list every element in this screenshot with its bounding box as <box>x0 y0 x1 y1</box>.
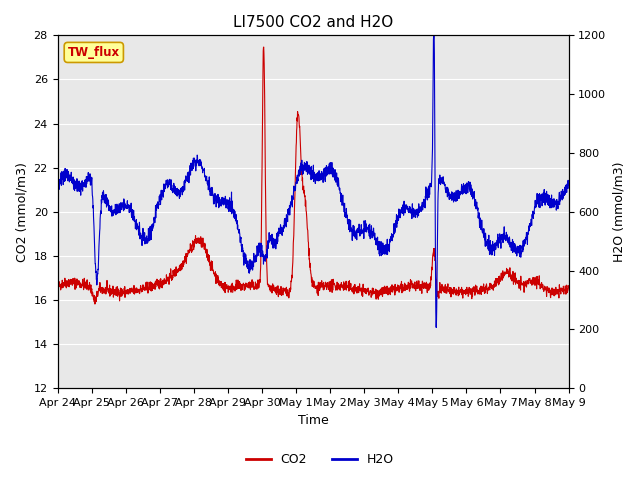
CO2 <box>564 285 572 290</box>
Line: CO2: CO2 <box>58 47 568 304</box>
CO2 <box>534 277 542 283</box>
H2O <box>520 243 528 249</box>
CO2 <box>339 286 347 291</box>
CO2 <box>520 280 528 286</box>
H2O <box>328 171 335 177</box>
H2O <box>433 324 440 330</box>
Y-axis label: H2O (mmol/m3): H2O (mmol/m3) <box>612 162 625 262</box>
Title: LI7500 CO2 and H2O: LI7500 CO2 and H2O <box>233 15 393 30</box>
Line: H2O: H2O <box>58 36 568 327</box>
H2O <box>564 182 572 188</box>
H2O <box>430 33 438 38</box>
CO2 <box>91 301 99 307</box>
H2O <box>196 156 204 162</box>
Legend: CO2, H2O: CO2, H2O <box>241 448 399 471</box>
CO2 <box>328 284 336 289</box>
H2O <box>54 191 61 196</box>
CO2 <box>260 44 268 50</box>
H2O <box>339 201 346 206</box>
Y-axis label: CO2 (mmol/m3): CO2 (mmol/m3) <box>15 162 28 262</box>
CO2 <box>54 282 61 288</box>
X-axis label: Time: Time <box>298 414 328 427</box>
H2O <box>534 195 542 201</box>
CO2 <box>196 235 204 240</box>
H2O <box>462 183 470 189</box>
CO2 <box>462 292 470 298</box>
Text: TW_flux: TW_flux <box>68 46 120 59</box>
